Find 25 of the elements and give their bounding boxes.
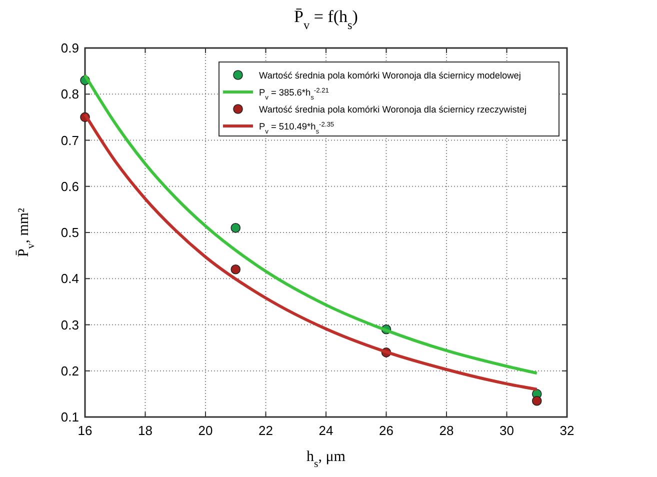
y-tick-label: 0.1 — [60, 410, 79, 424]
x-tick-label: 22 — [258, 423, 273, 438]
x-tick-label: 20 — [198, 423, 213, 438]
x-tick-label: 16 — [78, 423, 92, 438]
point — [230, 264, 241, 274]
x-axis-title: h$_{s}$, μm — [306, 449, 346, 470]
x-tick-label: 28 — [439, 423, 454, 438]
y-tick-label: 0.6 — [60, 178, 79, 194]
x-tick-label: 24 — [318, 423, 334, 438]
x-tick-label: 32 — [560, 423, 574, 438]
x-tick-label: 30 — [500, 423, 514, 438]
x-tick-label: 26 — [379, 423, 394, 438]
point — [532, 396, 542, 406]
x-tick-label: 18 — [138, 423, 152, 438]
y-tick-label: 0.3 — [60, 317, 79, 332]
y-tick-label: 0.2 — [60, 363, 79, 378]
y-tick-label: 0.5 — [60, 225, 79, 240]
legend-label: Wartość średnia pola komórki Woronoja dla ściernicy rzeczywistej — [259, 104, 527, 114]
y-tick-label: 0.7 — [60, 132, 79, 148]
y-tick-label: 0.9 — [60, 40, 79, 56]
y-tick-label: 0.8 — [60, 86, 79, 102]
point — [230, 222, 241, 233]
y-tick-label: 0.4 — [60, 271, 79, 286]
legend-label: Wartość średnia pola komórki Woronoja dla ściernicy modelowej — [259, 70, 521, 80]
chart-title: P̄$_{v}$ = f(h$_{s}$) — [294, 7, 358, 32]
